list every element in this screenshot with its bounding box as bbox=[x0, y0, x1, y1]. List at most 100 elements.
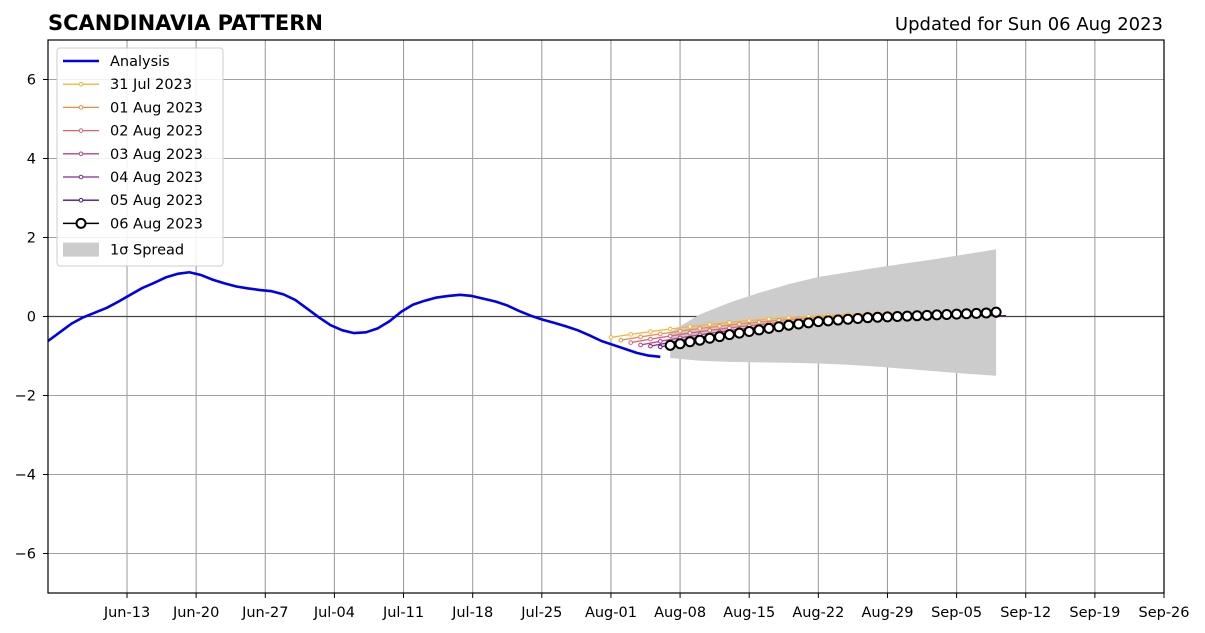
current-forecast-point bbox=[773, 321, 785, 333]
legend-entry-forecast-0: 31 Jul 2023 bbox=[63, 77, 192, 93]
legend: Analysis 31 Jul 2023 01 Aug 2023 02 Aug 202… bbox=[56, 47, 224, 267]
forecast-point bbox=[707, 328, 712, 333]
forecast-point bbox=[746, 318, 752, 323]
legend-entry-current: 06 Aug 2023 bbox=[63, 216, 203, 232]
x-tick-label: Aug-01 bbox=[585, 605, 637, 621]
current-forecast-point bbox=[931, 309, 943, 321]
current-forecast-point bbox=[812, 316, 824, 328]
legend-label: 1σ Spread bbox=[110, 243, 184, 259]
legend-entry-forecast-3: 03 Aug 2023 bbox=[63, 147, 203, 163]
forecast-point bbox=[618, 337, 624, 343]
forecast-point bbox=[628, 340, 633, 345]
forecast-point bbox=[658, 331, 663, 337]
current-forecast-point bbox=[842, 313, 854, 325]
legend-marker bbox=[78, 197, 84, 203]
current-forecast-point bbox=[852, 312, 864, 324]
legend-entry-analysis: Analysis bbox=[63, 54, 170, 70]
legend-label: 03 Aug 2023 bbox=[110, 147, 203, 163]
current-forecast-point bbox=[872, 311, 884, 323]
current-forecast-layer bbox=[664, 306, 1002, 351]
legend-label: 01 Aug 2023 bbox=[110, 100, 203, 116]
x-tick-label: Jul-18 bbox=[451, 605, 493, 621]
chart-title: SCANDINAVIA PATTERN bbox=[48, 11, 323, 35]
x-tick-label: Aug-22 bbox=[792, 605, 844, 621]
current-forecast-point bbox=[714, 331, 726, 343]
current-forecast-point bbox=[951, 308, 963, 320]
forecast-point bbox=[658, 338, 663, 344]
legend-box bbox=[56, 47, 224, 267]
current-forecast-point bbox=[753, 324, 765, 336]
legend-label: Analysis bbox=[110, 54, 170, 70]
current-forecast-point bbox=[862, 312, 874, 324]
legend-marker bbox=[78, 174, 84, 180]
current-forecast-point bbox=[783, 319, 795, 331]
spread-band-layer bbox=[670, 249, 997, 376]
forecast-point bbox=[727, 325, 732, 331]
forecast-point bbox=[658, 344, 663, 350]
current-forecast-point bbox=[921, 309, 933, 321]
forecast-point bbox=[687, 330, 693, 336]
current-forecast-point bbox=[743, 326, 755, 338]
x-tick-label: Sep-12 bbox=[1000, 605, 1051, 621]
current-forecast-point bbox=[704, 332, 716, 344]
forecast-point bbox=[697, 326, 703, 331]
forecast-point bbox=[628, 332, 633, 337]
forecast-point bbox=[717, 323, 722, 329]
analysis-line bbox=[47, 270, 661, 359]
x-tick-label: Jun-13 bbox=[103, 605, 150, 621]
forecast-point bbox=[638, 334, 643, 340]
current-forecast-point bbox=[891, 311, 903, 322]
current-forecast-point bbox=[733, 327, 745, 339]
forecast-point bbox=[667, 333, 673, 339]
legend-marker bbox=[78, 128, 84, 133]
legend-marker bbox=[78, 151, 84, 157]
current-forecast-point bbox=[723, 329, 735, 341]
x-tick-label: Aug-08 bbox=[654, 605, 706, 621]
y-tick-label: 2 bbox=[27, 231, 36, 247]
legend-swatch bbox=[63, 242, 99, 257]
forecast-point bbox=[766, 316, 772, 322]
legend-entry-spread: 1σ Spread bbox=[63, 242, 184, 259]
x-tick-label: Jun-27 bbox=[241, 605, 288, 621]
legend-label: 04 Aug 2023 bbox=[110, 170, 203, 186]
forecast-point bbox=[638, 342, 643, 348]
forecast-point bbox=[648, 343, 653, 349]
forecast-point bbox=[727, 320, 732, 325]
forecast-point bbox=[737, 321, 742, 327]
y-tick-label: −4 bbox=[15, 468, 36, 484]
current-forecast-point bbox=[664, 339, 676, 351]
forecast-point bbox=[687, 324, 693, 329]
forecast-point bbox=[707, 322, 712, 327]
current-forecast-point bbox=[763, 322, 775, 334]
x-tick-label: Jul-25 bbox=[520, 605, 562, 621]
forecast-point bbox=[667, 326, 673, 332]
x-tick-label: Sep-19 bbox=[1069, 605, 1120, 621]
legend-marker bbox=[78, 81, 84, 87]
current-forecast-point bbox=[970, 307, 982, 319]
current-forecast-point bbox=[990, 306, 1002, 318]
legend-marker bbox=[78, 105, 84, 110]
legend-label: 02 Aug 2023 bbox=[110, 124, 203, 140]
current-forecast-point bbox=[684, 336, 696, 348]
current-forecast-point bbox=[832, 314, 844, 326]
y-tick-label: 6 bbox=[27, 73, 36, 89]
y-tick-label: 0 bbox=[27, 310, 36, 326]
x-tick-label: Aug-15 bbox=[723, 605, 775, 621]
x-tick-label: Aug-29 bbox=[861, 605, 913, 621]
forecast-point bbox=[648, 336, 653, 342]
y-tick-label: 4 bbox=[27, 152, 36, 168]
legend-label: 06 Aug 2023 bbox=[110, 216, 203, 232]
legend-label: 05 Aug 2023 bbox=[110, 193, 203, 209]
legend-label: 31 Jul 2023 bbox=[110, 77, 192, 93]
current-forecast-point bbox=[941, 309, 953, 321]
current-forecast-point bbox=[822, 315, 834, 327]
current-forecast-point bbox=[793, 318, 805, 330]
current-forecast-point bbox=[694, 334, 706, 346]
x-tick-label: Sep-26 bbox=[1138, 605, 1189, 621]
x-tick-label: Sep-05 bbox=[931, 605, 982, 621]
y-tick-label: −2 bbox=[15, 389, 36, 405]
current-forecast-point bbox=[911, 310, 923, 322]
current-forecast-point bbox=[980, 307, 992, 319]
legend-entry-forecast-2: 02 Aug 2023 bbox=[63, 124, 203, 140]
legend-entry-forecast-1: 01 Aug 2023 bbox=[63, 100, 203, 116]
